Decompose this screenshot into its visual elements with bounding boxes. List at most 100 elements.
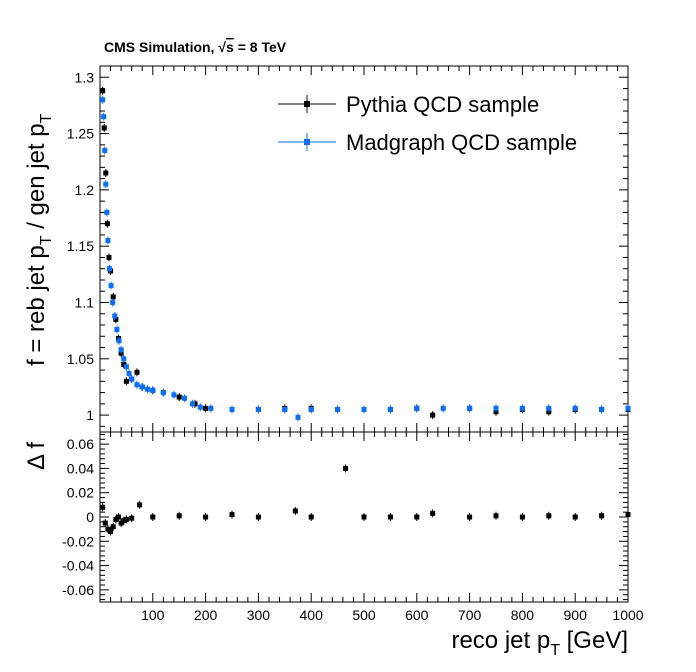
difference-point-series [599, 511, 605, 520]
point-marker [106, 254, 112, 260]
top-panel-marks [100, 86, 631, 422]
energy-var: s [226, 39, 234, 55]
difference-xtick-label: 800 [511, 607, 535, 623]
difference-point-series [546, 511, 552, 520]
point-marker [335, 406, 341, 412]
point-marker [282, 406, 288, 412]
ratio-point-madgraph-qcd-sample [104, 208, 110, 217]
point-marker [208, 405, 214, 411]
ratio-point-madgraph-qcd-sample [519, 404, 525, 413]
ratio-point-madgraph-qcd-sample [108, 281, 114, 290]
point-marker [181, 395, 187, 401]
point-marker [203, 405, 209, 411]
ratio-point-madgraph-qcd-sample [129, 375, 135, 384]
ratio-point-madgraph-qcd-sample [229, 405, 235, 414]
ratio-point-madgraph-qcd-sample [150, 386, 156, 395]
difference-xtick-label: 600 [405, 607, 429, 623]
point-marker [105, 526, 111, 532]
header-label: CMS Simulation, √s = 8 TeV [104, 39, 287, 55]
ratio-point-madgraph-qcd-sample [107, 264, 113, 273]
ratio-point-madgraph-qcd-sample [308, 405, 314, 414]
difference-xtick-label: 100 [141, 607, 165, 623]
point-marker [343, 465, 349, 471]
point-marker [116, 338, 122, 344]
point-marker [572, 405, 578, 411]
ratio-point-madgraph-qcd-sample [282, 405, 288, 414]
point-marker [104, 221, 110, 227]
difference-point-series [229, 510, 235, 519]
point-marker [192, 401, 198, 407]
top-ylabel-main: f = reb jet p [23, 245, 50, 366]
point-marker [440, 405, 446, 411]
point-marker [113, 516, 119, 522]
legend-marker-madgraph [304, 139, 310, 145]
point-marker [150, 514, 156, 520]
point-marker [176, 394, 182, 400]
point-marker [171, 392, 177, 398]
point-marker [110, 299, 116, 305]
ratio-point-pythia-qcd-sample [106, 253, 112, 262]
top-ylabel-mid: / gen jet p [23, 123, 50, 235]
ratio-point-pythia-qcd-sample [110, 292, 116, 301]
point-marker [134, 382, 140, 388]
ratio-point-pythia-qcd-sample [123, 377, 129, 386]
ratio-point-madgraph-qcd-sample [126, 369, 132, 378]
point-marker [572, 514, 578, 520]
point-marker [123, 516, 129, 522]
point-marker [625, 405, 631, 411]
difference-ytick-label: 0.02 [67, 485, 94, 501]
point-marker [145, 386, 151, 392]
difference-point-series [110, 522, 116, 531]
point-marker [100, 97, 106, 103]
difference-point-series [150, 513, 156, 521]
difference-point-series [467, 513, 473, 521]
point-marker [229, 512, 235, 518]
point-marker [129, 376, 135, 382]
point-marker [519, 514, 525, 520]
energy-value: = 8 TeV [234, 39, 287, 55]
point-marker [430, 510, 436, 516]
point-marker [105, 238, 111, 244]
xlabel-unit: [GeV] [560, 627, 628, 654]
point-marker [255, 406, 261, 412]
point-marker [546, 405, 552, 411]
difference-xtick-label: 400 [300, 607, 324, 623]
point-marker [115, 514, 121, 520]
difference-point-series [625, 510, 631, 519]
bottom-ylabel: Δ f [23, 442, 50, 470]
point-marker [118, 520, 124, 526]
ratio-point-madgraph-qcd-sample [100, 95, 106, 104]
point-marker [387, 514, 393, 520]
ratio-point-madgraph-qcd-sample [118, 345, 124, 354]
point-marker [467, 514, 473, 520]
difference-point-series [308, 513, 314, 521]
ratio-point-madgraph-qcd-sample [295, 413, 301, 422]
top-panel-ticks: 1 1.05 1.1 1.15 1.2 1.25 1.3 [67, 65, 629, 432]
point-marker [139, 384, 145, 390]
point-marker [118, 347, 124, 353]
ratio-point-madgraph-qcd-sample [599, 405, 605, 414]
bottom-panel-marks [100, 464, 631, 536]
ratio-ytick-label: 1.2 [75, 182, 95, 198]
ratio-point-pythia-qcd-sample [134, 368, 140, 377]
ratio-point-madgraph-qcd-sample [467, 404, 473, 413]
legend-label-pythia: Pythia QCD sample [346, 92, 539, 117]
top-ylabel-sub1: T [38, 235, 55, 245]
point-marker [134, 369, 140, 375]
legend-label-madgraph: Madgraph QCD sample [346, 130, 577, 155]
difference-xtick-label: 700 [458, 607, 482, 623]
ratio-point-madgraph-qcd-sample [208, 404, 214, 413]
difference-point-series [102, 519, 108, 528]
point-marker [176, 513, 182, 519]
point-marker [114, 327, 120, 333]
difference-point-series [108, 527, 114, 536]
ratio-ytick-label: 1.15 [67, 238, 94, 254]
ratio-ytick-label: 1.3 [75, 69, 95, 85]
legend-entry-pythia: Pythia QCD sample [278, 92, 539, 117]
point-marker [112, 313, 118, 319]
ratio-ytick-label: 1.1 [75, 294, 95, 310]
point-marker [150, 387, 156, 393]
point-marker [103, 170, 109, 176]
ratio-point-madgraph-qcd-sample [546, 404, 552, 413]
point-marker [292, 508, 298, 514]
